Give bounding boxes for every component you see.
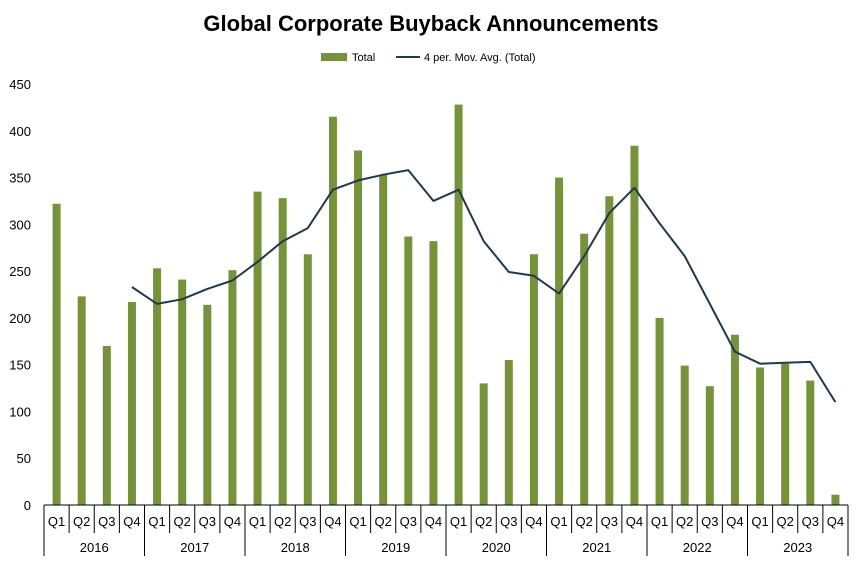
x-tick-label: Q4 xyxy=(626,514,643,529)
x-tick-label: Q4 xyxy=(123,514,140,529)
x-tick-label: Q4 xyxy=(324,514,341,529)
bar-total xyxy=(504,359,513,505)
y-tick-label: 300 xyxy=(9,217,31,232)
bar-total xyxy=(730,334,739,505)
y-tick-label: 150 xyxy=(9,358,31,373)
bar-total xyxy=(77,296,86,505)
bar-total xyxy=(479,383,488,505)
bar-total xyxy=(178,279,187,505)
bar-total xyxy=(680,365,689,505)
year-label: 2016 xyxy=(80,540,109,555)
legend-total-label: Total xyxy=(352,52,375,64)
x-tick-label: Q3 xyxy=(601,514,618,529)
year-label: 2022 xyxy=(683,540,712,555)
bar-total xyxy=(655,317,664,505)
bar-total xyxy=(52,203,61,506)
x-tick-label: Q1 xyxy=(349,514,366,529)
year-label: 2023 xyxy=(783,540,812,555)
moving-average-line xyxy=(131,169,837,403)
y-tick-label: 450 xyxy=(9,77,31,92)
bar-total xyxy=(379,174,388,505)
year-label: 2019 xyxy=(381,540,410,555)
bar-total xyxy=(831,494,840,505)
x-tick-label: Q2 xyxy=(475,514,492,529)
year-label: 2018 xyxy=(281,540,310,555)
year-label: 2021 xyxy=(582,540,611,555)
x-tick-label: Q4 xyxy=(827,514,844,529)
year-label: 2020 xyxy=(482,540,511,555)
x-tick-label: Q3 xyxy=(701,514,718,529)
x-tick-label: Q2 xyxy=(777,514,794,529)
x-tick-label: Q1 xyxy=(148,514,165,529)
bar-total xyxy=(404,236,413,506)
x-tick-label: Q2 xyxy=(73,514,90,529)
bar-total xyxy=(806,380,815,505)
bar-total xyxy=(580,233,589,505)
bar-total xyxy=(303,254,312,505)
x-tick-label: Q3 xyxy=(299,514,316,529)
bar-total xyxy=(454,104,463,506)
y-tick-label: 50 xyxy=(17,451,31,466)
x-tick-label: Q3 xyxy=(400,514,417,529)
x-tick-label: Q1 xyxy=(550,514,567,529)
chart-title: Global Corporate Buyback Announcements xyxy=(203,11,658,36)
bar-total xyxy=(354,150,363,505)
y-tick-label: 250 xyxy=(9,264,31,279)
legend-total-swatch xyxy=(321,53,347,61)
bar-total xyxy=(781,363,790,505)
x-tick-label: Q4 xyxy=(726,514,743,529)
x-tick-label: Q1 xyxy=(48,514,65,529)
x-tick-label: Q2 xyxy=(676,514,693,529)
x-tick-label: Q4 xyxy=(425,514,442,529)
y-tick-label: 200 xyxy=(9,311,31,326)
year-label: 2017 xyxy=(180,540,209,555)
bar-total xyxy=(127,301,136,505)
y-tick-label: 400 xyxy=(9,124,31,139)
legend-movavg-label: 4 per. Mov. Avg. (Total) xyxy=(424,52,535,64)
bar-total xyxy=(529,254,538,505)
x-tick-label: Q1 xyxy=(249,514,266,529)
legend: Total 4 per. Mov. Avg. (Total) xyxy=(321,52,535,64)
x-tick-label: Q3 xyxy=(199,514,216,529)
y-tick-label: 350 xyxy=(9,171,31,186)
x-tick-label: Q2 xyxy=(274,514,291,529)
bar-total xyxy=(605,196,614,505)
x-tick-label: Q4 xyxy=(224,514,241,529)
bar-total xyxy=(705,386,714,505)
x-tick-label: Q1 xyxy=(651,514,668,529)
x-tick-label: Q3 xyxy=(98,514,115,529)
bar-total xyxy=(203,304,212,505)
bar-total xyxy=(328,116,337,505)
bar-total xyxy=(253,191,262,506)
y-tick-label: 0 xyxy=(24,498,31,513)
bar-total xyxy=(228,270,237,505)
x-tick-label: Q1 xyxy=(450,514,467,529)
bars-total xyxy=(52,104,840,506)
x-tick-label: Q3 xyxy=(500,514,517,529)
x-tick-label: Q2 xyxy=(375,514,392,529)
x-tick-label: Q4 xyxy=(525,514,542,529)
y-tick-label: 100 xyxy=(9,404,31,419)
x-tick-label: Q2 xyxy=(174,514,191,529)
x-tick-label: Q1 xyxy=(751,514,768,529)
bar-total xyxy=(555,177,564,506)
x-tick-label: Q2 xyxy=(576,514,593,529)
y-axis: 0 50 100 150 200 250 300 350 400 450 xyxy=(9,77,31,513)
bar-total xyxy=(630,145,639,505)
x-tick-label: Q3 xyxy=(802,514,819,529)
bar-total xyxy=(278,198,287,506)
x-axis: Q1 Q2 Q3 Q4 Q1 Q2 Q3 Q4 Q1 Q2 Q3 Q4 Q1 Q2 Q3 Q4 Q1 Q2 Q3 Q4… xyxy=(43,504,849,556)
bar-total xyxy=(102,345,111,505)
bar-total xyxy=(153,268,162,505)
bar-total xyxy=(429,241,438,505)
bar-total xyxy=(756,367,765,505)
